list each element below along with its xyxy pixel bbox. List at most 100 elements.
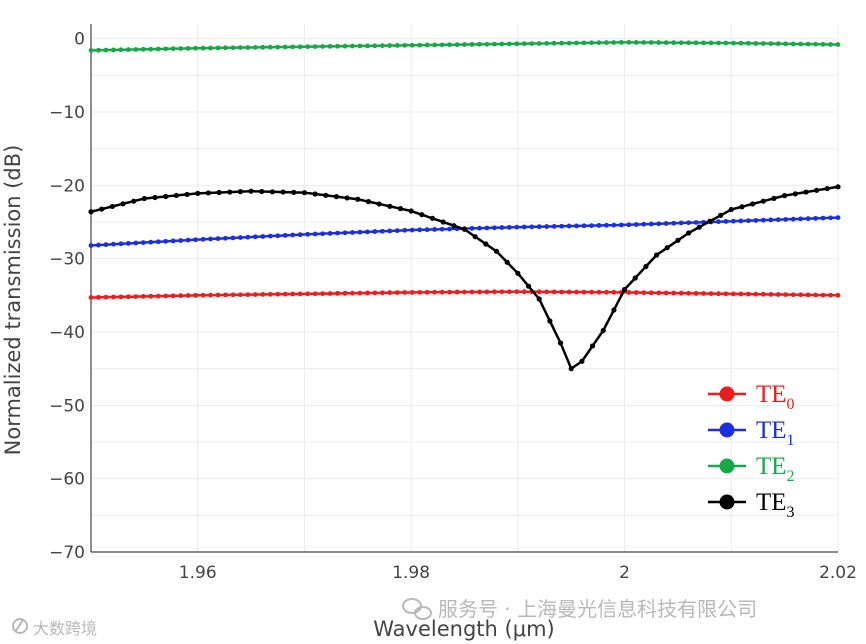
series-point-TE2 — [686, 40, 691, 46]
series-point-TE1 — [118, 241, 124, 247]
series-point-TE1 — [447, 226, 452, 232]
series-point-TE2 — [424, 42, 430, 48]
series-point-TE2 — [775, 41, 781, 47]
x-tick-label: 1.96 — [179, 563, 217, 583]
series-point-TE2 — [260, 44, 266, 50]
series-point-TE2 — [648, 40, 654, 45]
series-point-TE0 — [275, 291, 281, 297]
series-point-TE1 — [439, 226, 445, 232]
series-point-TE0 — [708, 291, 714, 296]
series-point-TE0 — [477, 289, 482, 295]
series-point-TE0 — [820, 292, 826, 298]
series-point-TE2 — [111, 47, 116, 53]
series-point-TE3 — [536, 296, 542, 302]
series-point-TE0 — [402, 290, 408, 295]
series-point-TE1 — [312, 231, 318, 237]
legend-marker — [719, 422, 735, 438]
series-point-TE2 — [723, 40, 729, 46]
series-line-TE3 — [90, 185, 839, 370]
series-point-TE0 — [491, 289, 497, 295]
series-point-TE0 — [185, 293, 191, 298]
series-point-TE0 — [678, 290, 684, 296]
series-point-TE3 — [483, 241, 489, 247]
series-point-TE2 — [678, 40, 684, 46]
series-point-TE3 — [259, 188, 265, 195]
series-point-TE1 — [678, 220, 684, 226]
series-point-TE2 — [88, 48, 94, 53]
series-point-TE2 — [342, 43, 348, 49]
series-point-TE3 — [589, 343, 596, 349]
series-point-TE0 — [596, 289, 602, 295]
series-point-TE2 — [282, 44, 288, 50]
axes — [90, 24, 838, 553]
series-point-TE3 — [216, 189, 222, 196]
series-point-TE0 — [574, 289, 579, 295]
y-tick-label: −50 — [49, 396, 85, 416]
series-point-TE3 — [152, 194, 158, 201]
series-point-TE1 — [342, 230, 348, 236]
series-point-TE2 — [469, 42, 475, 47]
series-point-TE1 — [193, 237, 198, 243]
series-point-TE1 — [155, 239, 161, 245]
series-point-TE3 — [387, 203, 393, 209]
legend-marker — [719, 458, 735, 474]
series-point-TE3 — [792, 191, 798, 197]
series-point-TE2 — [200, 45, 206, 51]
series-point-TE2 — [357, 43, 363, 49]
series-point-TE2 — [574, 40, 579, 46]
series-point-TE2 — [394, 43, 400, 48]
series-point-TE3 — [333, 194, 340, 200]
series-point-TE2 — [447, 42, 452, 48]
series-point-TE2 — [267, 44, 273, 50]
series-point-TE3 — [163, 193, 169, 200]
watermark-left-text: 大数跨境 — [33, 619, 97, 638]
series-point-TE2 — [185, 46, 191, 51]
series-point-TE0 — [88, 295, 94, 300]
series-point-TE3 — [696, 224, 702, 230]
series-point-TE3 — [814, 187, 820, 193]
series-point-TE1 — [648, 221, 654, 227]
series-point-TE3 — [739, 204, 745, 210]
series-point-TE0 — [462, 289, 467, 295]
series-point-TE1 — [611, 222, 617, 228]
series-point-TE3 — [632, 275, 638, 281]
series-point-TE0 — [409, 289, 415, 295]
series-point-TE0 — [551, 289, 557, 295]
series-point-TE0 — [260, 292, 266, 297]
legend-label: TE2 — [756, 453, 795, 485]
series-point-TE2 — [320, 44, 325, 49]
series-point-TE3 — [782, 193, 788, 199]
series-point-TE3 — [88, 209, 94, 215]
series-point-TE1 — [469, 225, 475, 231]
series-point-TE3 — [760, 198, 766, 204]
series-point-TE0 — [342, 290, 348, 296]
series-point-TE0 — [148, 293, 154, 299]
series-point-TE0 — [379, 290, 385, 296]
series-point-TE2 — [163, 46, 169, 52]
series-point-TE1 — [238, 235, 243, 240]
series-point-TE2 — [402, 42, 408, 48]
series-point-TE3 — [611, 307, 617, 313]
series-point-TE3 — [109, 203, 115, 210]
series-point-TE3 — [269, 189, 276, 195]
series-point-TE2 — [514, 41, 520, 47]
series-point-TE2 — [364, 43, 370, 49]
series-point-TE0 — [417, 289, 423, 295]
series-point-TE1 — [618, 222, 624, 228]
series-point-TE1 — [320, 231, 325, 237]
series-point-TE1 — [768, 217, 774, 223]
series-point-TE1 — [805, 216, 811, 222]
series-point-TE2 — [596, 40, 602, 46]
series-point-TE2 — [103, 47, 109, 53]
series-point-TE2 — [731, 40, 736, 46]
series-point-TE3 — [429, 215, 436, 221]
series-point-TE1 — [589, 223, 594, 229]
series-point-TE3 — [291, 189, 297, 195]
series-point-TE0 — [335, 291, 340, 296]
series-point-TE2 — [178, 46, 184, 51]
series-point-TE1 — [783, 217, 789, 222]
series-point-TE0 — [170, 293, 176, 299]
wechat-icon — [402, 598, 432, 620]
series-point-TE3 — [397, 206, 404, 212]
series-point-TE2 — [663, 40, 669, 46]
